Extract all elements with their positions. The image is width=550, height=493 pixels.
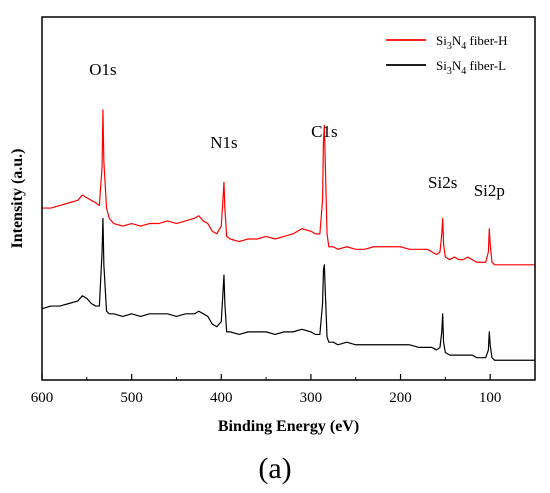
peak-label-c1s: C1s [311,122,337,141]
x-tick-label: 100 [479,390,502,406]
legend: Si3N4 fiber-H Si3N4 fiber-L [386,33,507,77]
peak-label-si2s: Si2s [428,173,457,192]
tick-layer: 600 500 400 300 200 100 [31,374,502,406]
series-line-0 [42,109,535,266]
series-line-1 [41,217,535,361]
legend-label-0: Si3N4 fiber-H [436,33,507,52]
peak-label-si2p: Si2p [474,181,505,200]
x-tick-label: 600 [31,390,54,406]
x-tick-label: 300 [300,390,323,406]
y-axis-title: Intensity (a.u.) [9,148,26,248]
legend-label-1: Si3N4 fiber-L [436,58,506,77]
plot-frame [41,16,536,381]
x-tick-label: 400 [210,390,233,406]
x-tick-label: 200 [389,390,412,406]
x-tick-label: 500 [120,390,143,406]
x-axis-title: Binding Energy (eV) [218,418,359,435]
peak-label-o1s: O1s [89,60,116,79]
panel-label: (a) [258,452,291,485]
series-layer [41,109,535,361]
annotation-layer: O1s N1s C1s Si2s Si2p [89,60,505,200]
peak-label-n1s: N1s [210,133,237,152]
